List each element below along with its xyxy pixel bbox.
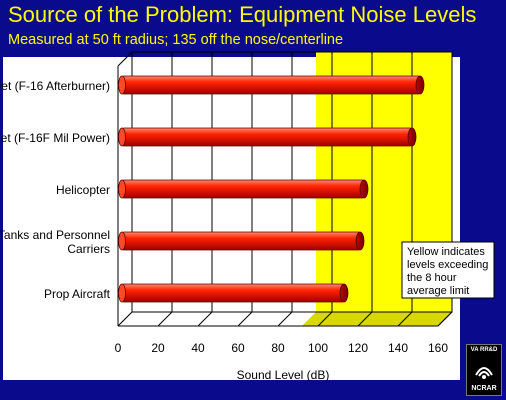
bar bbox=[121, 127, 413, 147]
bar bbox=[121, 283, 345, 303]
x-tick-label: 160 bbox=[428, 341, 448, 355]
gridline-floor bbox=[277, 311, 293, 327]
annotation-text: the 8 hour bbox=[407, 272, 457, 284]
x-tick-label: 120 bbox=[348, 341, 368, 355]
annotation-box bbox=[401, 241, 495, 299]
x-tick-label: 100 bbox=[308, 341, 328, 355]
bar-end-cap bbox=[415, 75, 425, 95]
bar-start-cap bbox=[118, 179, 126, 199]
annotation-text: average limit bbox=[407, 285, 469, 297]
bar-end-cap bbox=[359, 179, 369, 199]
annotation-text: Yellow indicates bbox=[407, 246, 485, 258]
category-label: Prop Aircraft bbox=[44, 287, 111, 301]
category-label: Jet (F-16 Afterburner) bbox=[0, 79, 110, 93]
gridline-floor bbox=[317, 311, 333, 327]
logo-top-text: VA RR&D bbox=[470, 347, 498, 353]
gridline-floor bbox=[237, 311, 253, 327]
gridline-floor bbox=[157, 311, 173, 327]
plot-top-edge bbox=[117, 51, 133, 67]
slide-title: Source of the Problem: Equipment Noise L… bbox=[8, 2, 477, 27]
bar bbox=[121, 231, 361, 251]
x-tick-label: 140 bbox=[388, 341, 408, 355]
gridline-floor bbox=[357, 311, 373, 327]
gridline-floor bbox=[437, 311, 453, 327]
x-tick-label: 0 bbox=[115, 341, 122, 355]
x-tick-label: 60 bbox=[231, 341, 245, 355]
bar bbox=[121, 179, 365, 199]
bar-start-cap bbox=[118, 283, 126, 303]
ncrar-logo: VA RR&D NCRAR bbox=[466, 344, 502, 396]
x-axis-label: Sound Level (dB) bbox=[237, 368, 330, 382]
gridline-floor bbox=[117, 311, 133, 327]
bar-end-cap bbox=[355, 231, 365, 251]
x-tick-label: 80 bbox=[271, 341, 285, 355]
annotation-text: levels exceeding bbox=[407, 259, 488, 271]
bar-start-cap bbox=[118, 127, 126, 147]
sound-wave-icon bbox=[475, 367, 493, 379]
highlight-zone-floor bbox=[302, 312, 452, 326]
bar bbox=[121, 75, 421, 95]
x-tick-label: 40 bbox=[191, 341, 205, 355]
bar-end-cap bbox=[407, 127, 417, 147]
bar-start-cap bbox=[118, 75, 126, 95]
x-tick-label: 20 bbox=[151, 341, 165, 355]
logo-bottom-text: NCRAR bbox=[471, 385, 497, 392]
bar-end-cap bbox=[339, 283, 349, 303]
category-label: Tanks and Personnel bbox=[0, 228, 110, 242]
gridline-floor bbox=[197, 311, 213, 327]
category-label: Jet (F-16F Mil Power) bbox=[0, 131, 110, 145]
category-label: Helicopter bbox=[56, 183, 110, 197]
gridline-floor bbox=[397, 311, 413, 327]
slide-subtitle: Measured at 50 ft radius; 135 off the no… bbox=[8, 32, 344, 48]
category-label: Carriers bbox=[67, 242, 110, 256]
bar-start-cap bbox=[118, 231, 126, 251]
